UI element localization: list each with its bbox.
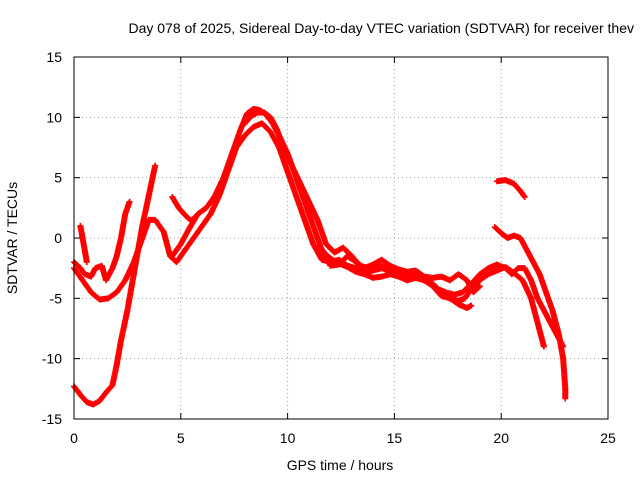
data-point <box>83 259 90 266</box>
data-point <box>126 198 133 205</box>
y-tick-label: -5 <box>50 290 63 306</box>
y-tick-label: -10 <box>42 351 62 367</box>
x-axis-title: GPS time / hours <box>287 457 394 473</box>
y-tick-label: -15 <box>42 411 62 427</box>
x-tick-label: 10 <box>280 430 296 446</box>
axis-ticks: 0 5 10 15 20 25 -15 -10 -5 0 5 10 15 <box>42 49 616 446</box>
x-tick-label: 20 <box>493 430 509 446</box>
data-point <box>521 193 528 200</box>
y-tick-label: 0 <box>54 230 62 246</box>
chart-title: Day 078 of 2025, Sidereal Day-to-day VTE… <box>128 20 634 36</box>
y-axis-title: SDTVAR / TECUs <box>4 182 20 294</box>
series-track-i <box>493 177 528 200</box>
grid <box>74 57 608 419</box>
series-track-h <box>316 243 475 311</box>
series-track-d <box>71 120 547 350</box>
data-point <box>468 302 475 309</box>
x-tick-label: 25 <box>600 430 616 446</box>
data-point <box>540 343 547 350</box>
x-tick-label: 15 <box>387 430 403 446</box>
data-point <box>476 283 483 290</box>
y-tick-label: 15 <box>46 49 62 65</box>
y-tick-label: 5 <box>54 170 62 186</box>
series-track-j <box>491 224 569 402</box>
series-track-g <box>241 109 567 350</box>
y-tick-label: 10 <box>46 109 62 125</box>
series-track-c <box>77 222 90 266</box>
x-tick-label: 5 <box>177 430 185 446</box>
x-tick-label: 0 <box>70 430 78 446</box>
data-point <box>562 395 569 402</box>
data-point <box>152 162 159 169</box>
data-markers <box>71 105 569 408</box>
data-point <box>475 284 482 291</box>
